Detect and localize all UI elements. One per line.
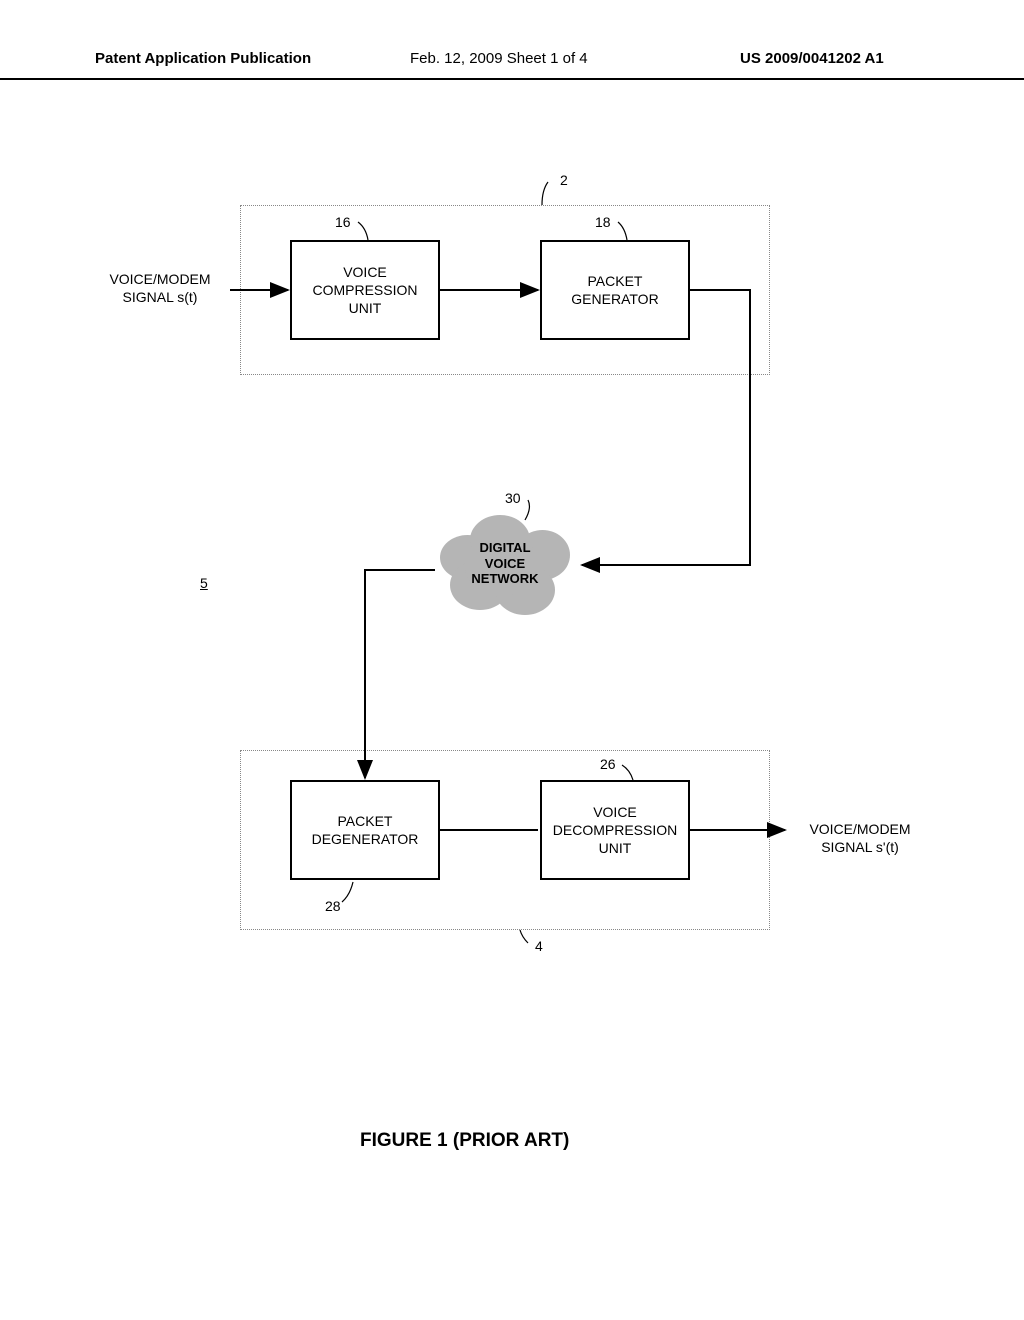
- ref-5: 5: [200, 575, 208, 591]
- ref-16: 16: [335, 214, 351, 230]
- ref-26: 26: [600, 756, 616, 772]
- packet-degenerator-block: PACKET DEGENERATOR: [290, 780, 440, 880]
- pg-line2: GENERATOR: [571, 290, 658, 308]
- vcu-line2: COMPRESSION: [312, 281, 417, 299]
- cloud-line2: VOICE: [485, 556, 525, 571]
- figure-caption: FIGURE 1 (PRIOR ART): [360, 1130, 569, 1152]
- vdu-line1: VOICE: [593, 803, 637, 821]
- vdu-line2: DECOMPRESSION: [553, 821, 677, 839]
- output-label-line1: VOICE/MODEM: [809, 821, 910, 837]
- packet-generator-block: PACKET GENERATOR: [540, 240, 690, 340]
- ref-4: 4: [535, 938, 543, 954]
- header-date-sheet: Feb. 12, 2009 Sheet 1 of 4: [410, 50, 588, 67]
- vcu-line1: VOICE: [343, 263, 387, 281]
- page-header: Patent Application Publication Feb. 12, …: [0, 50, 1024, 80]
- pg-line1: PACKET: [588, 272, 643, 290]
- pd-line2: DEGENERATOR: [312, 830, 419, 848]
- ref-2: 2: [560, 172, 568, 188]
- voice-compression-unit-block: VOICE COMPRESSION UNIT: [290, 240, 440, 340]
- input-label-line1: VOICE/MODEM: [109, 271, 210, 287]
- ref-28: 28: [325, 898, 341, 914]
- ref-18: 18: [595, 214, 611, 230]
- cloud-line3: NETWORK: [471, 571, 538, 586]
- pd-line1: PACKET: [338, 812, 393, 830]
- input-signal-label: VOICE/MODEM SIGNAL s(t): [90, 270, 230, 306]
- output-label-line2: SIGNAL s'(t): [821, 839, 899, 855]
- output-signal-label: VOICE/MODEM SIGNAL s'(t): [790, 820, 930, 856]
- header-pub-number: US 2009/0041202 A1: [740, 50, 884, 67]
- cloud-line1: DIGITAL: [479, 540, 530, 555]
- voice-decompression-unit-block: VOICE DECOMPRESSION UNIT: [540, 780, 690, 880]
- header-publication: Patent Application Publication: [95, 50, 311, 67]
- ref-30: 30: [505, 490, 521, 506]
- digital-voice-network-cloud: DIGITAL VOICE NETWORK: [430, 510, 580, 620]
- vcu-line3: UNIT: [349, 299, 382, 317]
- input-label-line2: SIGNAL s(t): [123, 289, 198, 305]
- figure-diagram: VOICE/MODEM SIGNAL s(t) VOICE/MODEM SIGN…: [90, 180, 934, 1080]
- vdu-line3: UNIT: [599, 839, 632, 857]
